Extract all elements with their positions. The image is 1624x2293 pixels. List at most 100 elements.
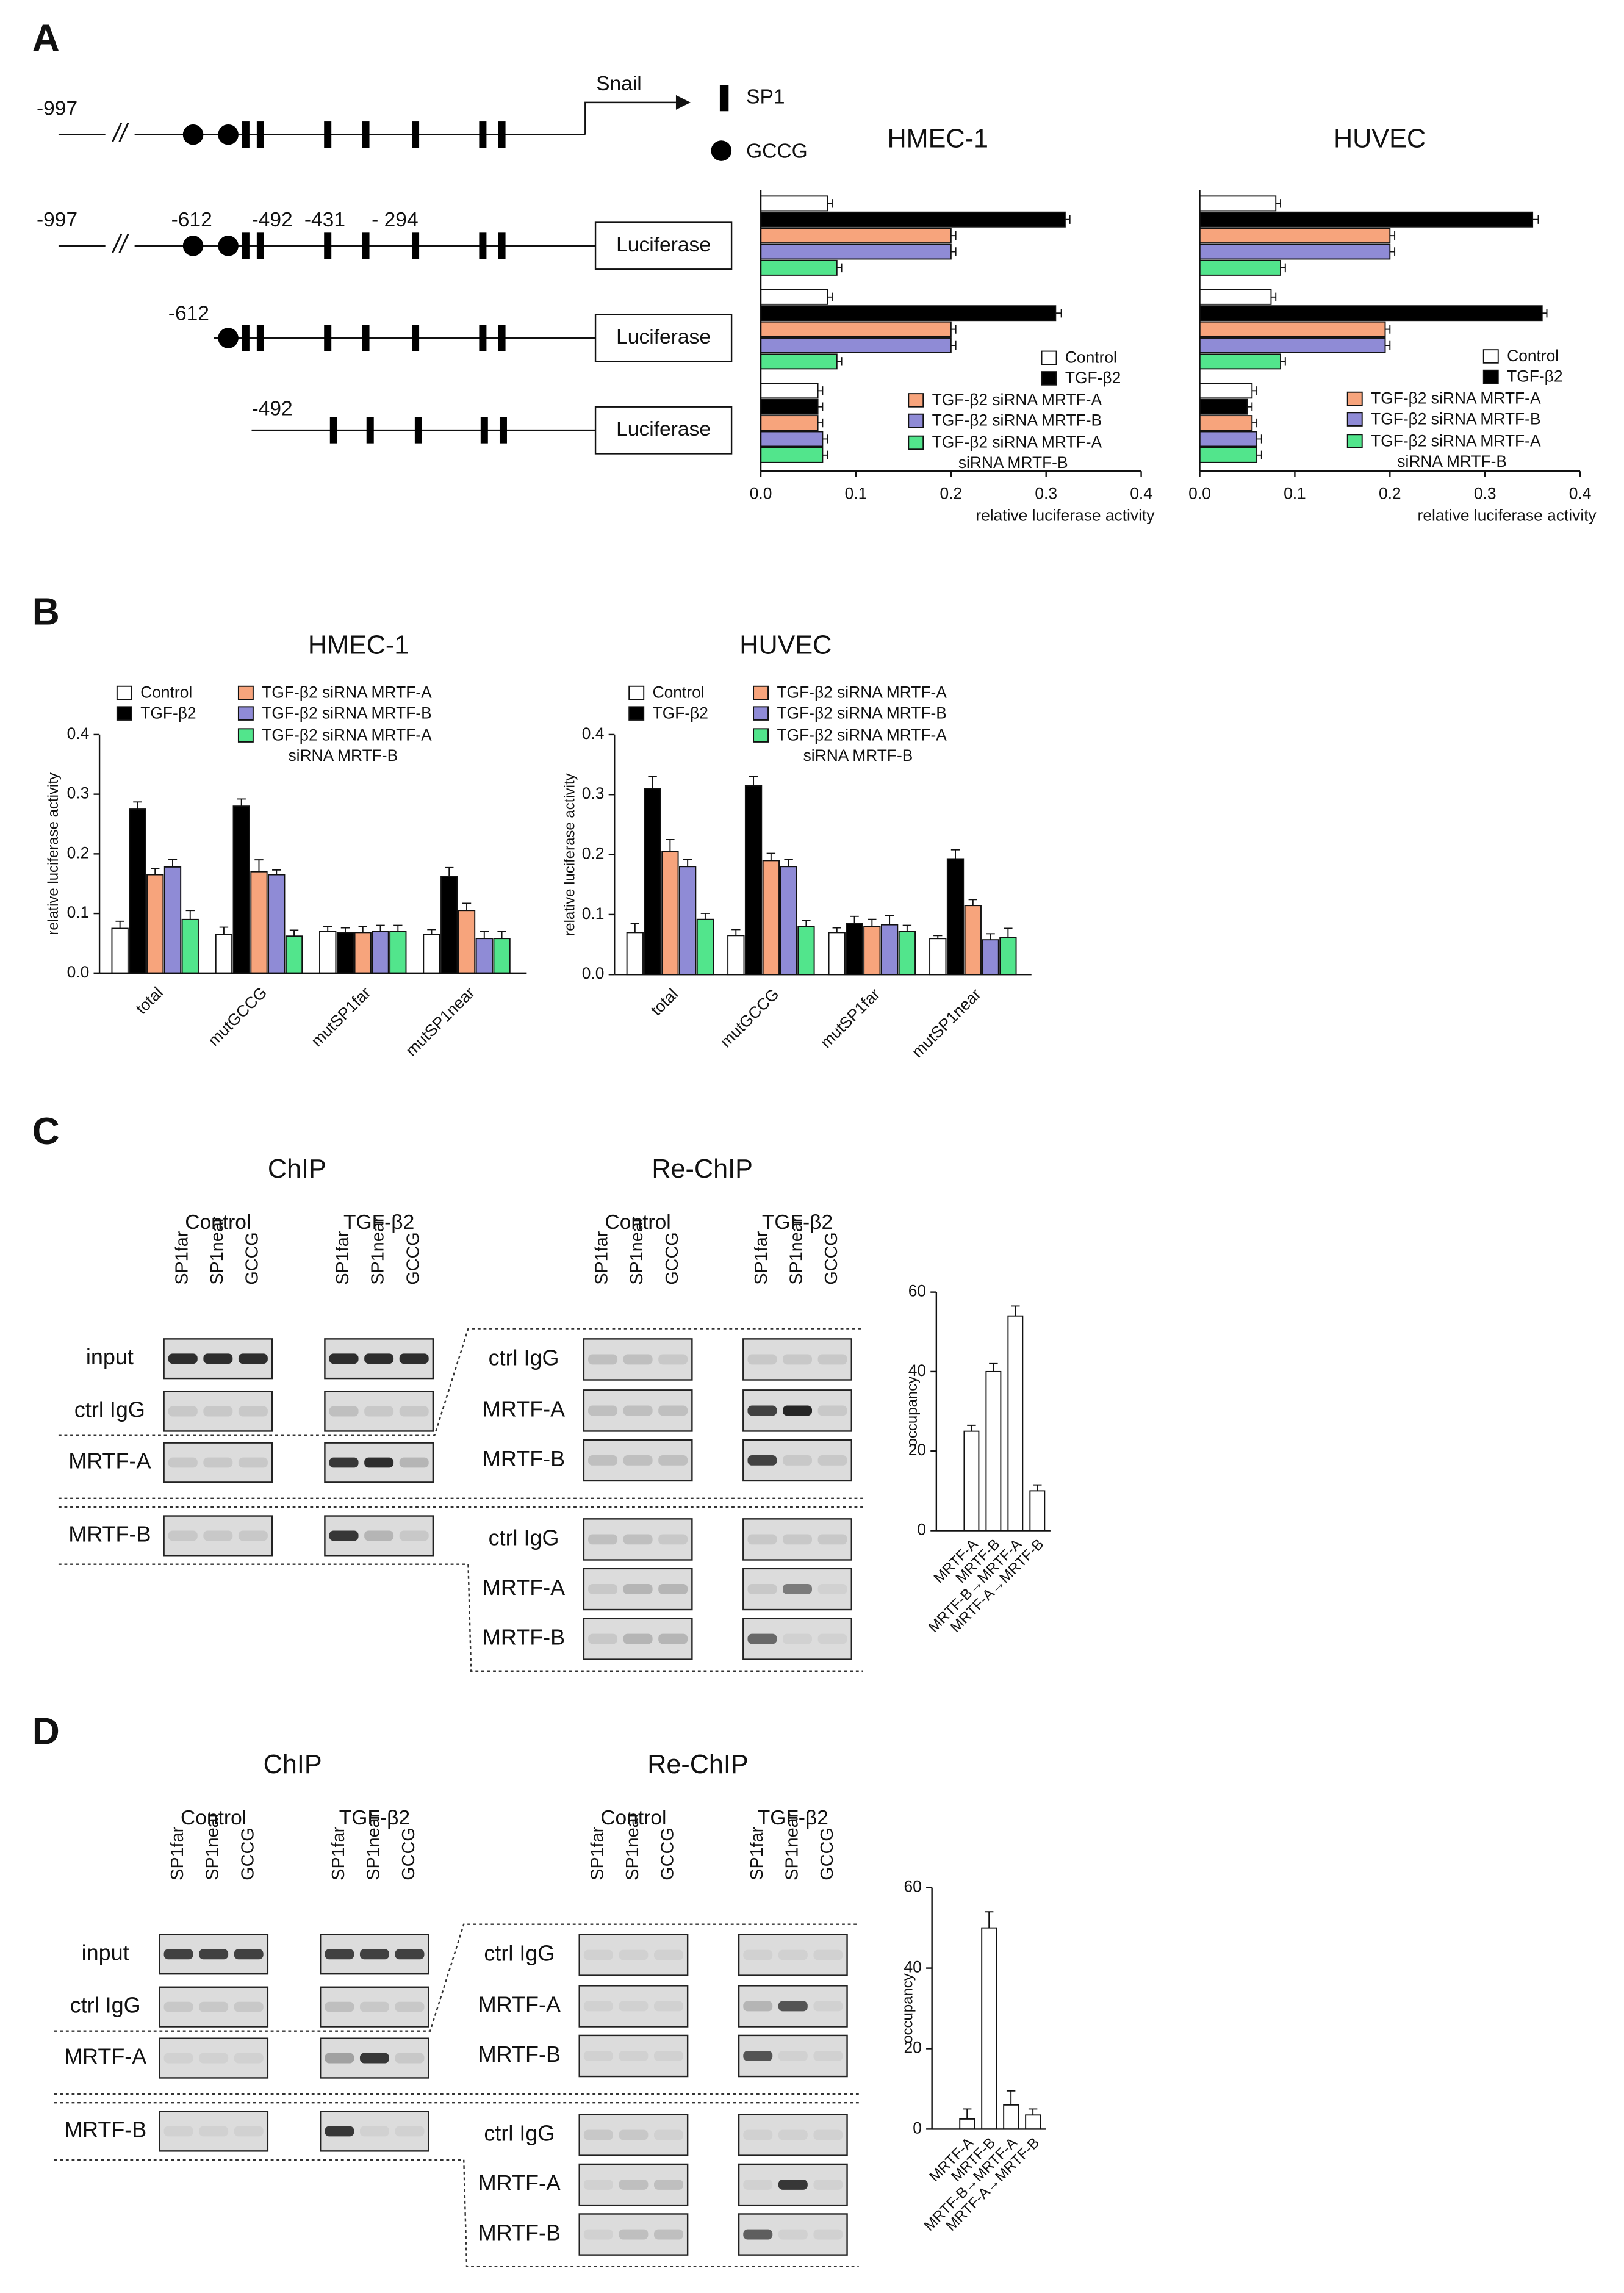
error-bar — [963, 2108, 972, 2119]
condition-label: Control — [600, 1807, 666, 1829]
bar — [1025, 2114, 1041, 2130]
gel-band — [203, 1406, 233, 1417]
reporter-label: Luciferase — [616, 326, 711, 348]
y-tick-label: 0.1 — [582, 904, 605, 923]
sp1-site — [362, 325, 370, 351]
bar — [1199, 353, 1281, 370]
y-axis-label: occupancy — [900, 1973, 916, 2043]
gel-band — [653, 2001, 683, 2012]
gel-band — [783, 1455, 812, 1466]
error-bar — [323, 926, 332, 932]
error-bar — [1252, 418, 1258, 428]
error-bar — [950, 231, 957, 240]
gel-band — [778, 2129, 808, 2140]
gel-band — [747, 1354, 777, 1365]
bar — [181, 918, 199, 974]
gel-band — [234, 2126, 264, 2137]
legend-swatch — [237, 728, 254, 743]
error-bar — [1028, 2108, 1038, 2115]
y-tick-label: 0.2 — [67, 843, 90, 862]
lane-label: SP1near — [364, 1812, 384, 1880]
gel-band — [653, 1949, 683, 1960]
error-bar — [749, 776, 758, 786]
error-bar — [393, 924, 403, 932]
error-bar — [968, 899, 977, 906]
bar — [760, 243, 952, 260]
error-bar — [1055, 309, 1062, 318]
sp1-site — [329, 417, 337, 444]
legend-label: TGF-β2 siRNA MRTF-A siRNA MRTF-B — [1371, 431, 1544, 470]
bar — [285, 935, 303, 974]
gel-band — [658, 1455, 688, 1466]
legend-label: TGF-β2 siRNA MRTF-B — [777, 704, 946, 722]
error-bar — [1281, 263, 1286, 273]
bar — [111, 927, 129, 974]
gel-band — [588, 1633, 618, 1644]
gccg-site — [182, 124, 204, 145]
error-bar — [683, 859, 692, 867]
gel-band — [658, 1354, 688, 1365]
bar — [964, 905, 982, 976]
error-bar — [1542, 309, 1548, 318]
sp1-site — [498, 121, 506, 148]
gel-box — [163, 1442, 273, 1483]
error-bar — [1004, 927, 1013, 938]
gel-band — [329, 1406, 359, 1417]
break-mark: // — [111, 118, 129, 146]
gel-band — [783, 1405, 812, 1416]
gel-band — [203, 1530, 233, 1541]
sp1-site — [256, 325, 264, 351]
gel-band — [199, 2053, 229, 2064]
gel-band — [658, 1633, 688, 1644]
legend-line: TGF-β2 siRNA MRTF-A — [777, 725, 950, 744]
gel-band — [203, 1353, 233, 1364]
gel-band — [395, 2126, 425, 2137]
error-bar — [700, 912, 710, 920]
legend-sp1 — [719, 85, 729, 112]
position-label: - 294 — [372, 209, 419, 231]
legend-gccg — [711, 140, 732, 161]
gel-box — [578, 2114, 689, 2156]
bar — [981, 1927, 997, 2130]
error-bar — [1276, 199, 1281, 208]
error-bar — [1033, 1484, 1042, 1491]
legend-label: Control — [653, 683, 705, 702]
sp1-site — [324, 121, 332, 148]
legend-swatch — [908, 393, 924, 408]
gel-band — [778, 1949, 808, 1960]
sp1-site — [480, 417, 488, 444]
bar — [1199, 383, 1253, 399]
bar — [1199, 431, 1258, 447]
sp1-site — [479, 325, 487, 351]
bar — [760, 259, 838, 276]
bar — [319, 931, 337, 974]
gccg-site — [218, 236, 239, 256]
lane-label: GCCG — [399, 1827, 419, 1880]
dotted-guide — [58, 1328, 863, 1436]
gel-band — [813, 2051, 843, 2061]
row-label: MRTF-B — [483, 1624, 565, 1649]
bar — [999, 937, 1017, 976]
error-bar — [340, 927, 350, 933]
y-tick-label: 20 — [904, 2038, 922, 2056]
sp1-site — [362, 232, 370, 259]
bar — [760, 337, 952, 353]
gel-band — [364, 1530, 394, 1541]
error-bar — [648, 776, 657, 789]
row-label: ctrl IgG — [484, 2120, 555, 2145]
reporter-box — [594, 314, 733, 362]
error-bar — [427, 929, 436, 935]
y-tick-label: 40 — [908, 1361, 926, 1380]
lane-label: GCCG — [242, 1232, 262, 1284]
gel-band — [783, 1633, 812, 1644]
gel-band — [619, 2129, 649, 2140]
gel-box — [583, 1389, 693, 1432]
gel-band — [743, 1949, 773, 1960]
error-bar — [462, 902, 472, 911]
bar — [1199, 321, 1386, 337]
gel-band — [359, 2001, 389, 2012]
gel-band — [359, 1949, 389, 1960]
gel-band — [329, 1457, 359, 1468]
y-tick-label: 0.3 — [582, 784, 605, 802]
